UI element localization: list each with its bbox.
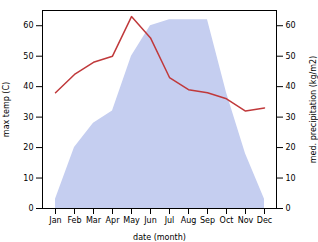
svg-text:Apr: Apr (106, 216, 121, 225)
svg-text:date (month): date (month) (133, 233, 186, 242)
svg-text:med. precipitation (kg/m2): med. precipitation (kg/m2) (309, 56, 318, 163)
svg-text:20: 20 (286, 143, 296, 152)
svg-text:50: 50 (23, 52, 33, 61)
svg-text:Sep: Sep (200, 216, 215, 225)
svg-text:60: 60 (23, 21, 33, 30)
svg-text:Mar: Mar (86, 216, 102, 225)
svg-text:May: May (123, 216, 140, 225)
svg-text:60: 60 (286, 21, 296, 30)
svg-text:Aug: Aug (181, 216, 197, 225)
svg-text:Oct: Oct (220, 216, 234, 225)
svg-text:Nov: Nov (238, 216, 254, 225)
svg-text:30: 30 (23, 113, 33, 122)
svg-text:Feb: Feb (67, 216, 81, 225)
svg-text:Jul: Jul (164, 216, 175, 225)
svg-text:Jun: Jun (143, 216, 157, 225)
svg-text:30: 30 (286, 113, 296, 122)
svg-text:10: 10 (23, 174, 33, 183)
svg-text:max temp (C): max temp (C) (2, 82, 11, 137)
svg-text:40: 40 (23, 82, 33, 91)
svg-text:0: 0 (286, 204, 291, 213)
svg-text:20: 20 (23, 143, 33, 152)
svg-text:50: 50 (286, 52, 296, 61)
svg-text:40: 40 (286, 82, 296, 91)
svg-text:10: 10 (286, 174, 296, 183)
svg-text:0: 0 (28, 204, 33, 213)
svg-text:Jan: Jan (48, 216, 61, 225)
svg-text:Dec: Dec (257, 216, 272, 225)
